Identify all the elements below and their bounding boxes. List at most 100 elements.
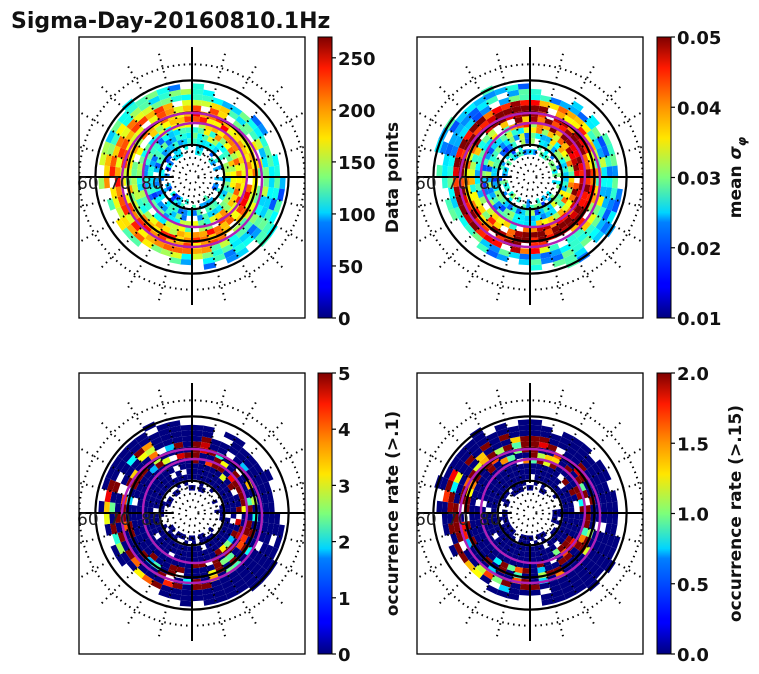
bin bbox=[103, 501, 110, 513]
bin bbox=[166, 162, 173, 169]
bin bbox=[214, 594, 228, 604]
bin bbox=[494, 525, 501, 533]
bin bbox=[599, 492, 607, 504]
bin bbox=[246, 513, 253, 521]
bin bbox=[217, 110, 228, 120]
bin bbox=[138, 525, 146, 535]
bin bbox=[225, 191, 234, 200]
bin bbox=[225, 177, 231, 183]
bin bbox=[552, 469, 561, 478]
bin bbox=[115, 135, 126, 148]
bin bbox=[526, 484, 530, 491]
bin bbox=[120, 462, 131, 475]
bin bbox=[202, 587, 214, 596]
bin bbox=[148, 473, 157, 483]
bin bbox=[547, 466, 555, 475]
bin bbox=[261, 156, 269, 168]
bin bbox=[499, 560, 509, 570]
bin bbox=[502, 107, 513, 116]
bin bbox=[444, 198, 454, 211]
bin bbox=[168, 564, 178, 572]
bin bbox=[239, 198, 249, 208]
bin bbox=[463, 102, 477, 115]
bin bbox=[469, 520, 477, 529]
bin bbox=[137, 115, 149, 127]
bin bbox=[160, 248, 172, 257]
dotted-lat-ring bbox=[184, 505, 200, 521]
bin bbox=[248, 212, 259, 225]
bin bbox=[172, 154, 179, 162]
bin bbox=[219, 105, 231, 115]
bin bbox=[230, 238, 243, 249]
bin bbox=[144, 446, 157, 457]
bin bbox=[156, 473, 165, 482]
bin bbox=[477, 540, 487, 551]
bin bbox=[568, 574, 581, 585]
bin bbox=[548, 243, 560, 252]
bin bbox=[494, 189, 501, 197]
bin bbox=[177, 532, 184, 539]
colorbar-tick-label: 0.02 bbox=[677, 239, 721, 260]
bin bbox=[161, 133, 170, 142]
bin bbox=[104, 523, 113, 536]
bin bbox=[158, 216, 168, 225]
bin bbox=[547, 551, 555, 560]
bin bbox=[219, 536, 228, 545]
bin bbox=[238, 126, 249, 137]
bin bbox=[202, 89, 215, 98]
bin bbox=[171, 246, 183, 254]
bin bbox=[522, 116, 530, 123]
bin bbox=[577, 146, 587, 156]
bin bbox=[568, 171, 575, 177]
bin bbox=[135, 198, 145, 208]
bin bbox=[571, 242, 584, 254]
bin bbox=[490, 548, 500, 557]
bin bbox=[250, 563, 262, 576]
bin bbox=[547, 443, 558, 452]
bin bbox=[180, 259, 192, 266]
bin bbox=[161, 533, 169, 541]
bin bbox=[231, 210, 241, 221]
polar-plot-area bbox=[417, 47, 643, 306]
bin bbox=[225, 171, 231, 177]
bin bbox=[105, 130, 116, 144]
bin bbox=[486, 137, 495, 147]
bin bbox=[581, 527, 589, 537]
bin bbox=[171, 582, 183, 590]
bin bbox=[130, 122, 142, 134]
bin bbox=[160, 584, 172, 593]
bin bbox=[584, 505, 591, 513]
bin bbox=[235, 115, 247, 127]
bin bbox=[511, 441, 522, 449]
bin bbox=[467, 443, 480, 455]
bin bbox=[115, 492, 123, 504]
bin bbox=[147, 507, 154, 513]
colorbar-tick-label: 100 bbox=[338, 205, 376, 226]
bin bbox=[203, 194, 210, 202]
bin bbox=[559, 189, 566, 197]
colorbar-tick-label: 5 bbox=[338, 364, 351, 385]
bin bbox=[453, 542, 464, 555]
bin bbox=[510, 154, 517, 162]
bin bbox=[541, 598, 555, 606]
bin bbox=[568, 105, 581, 116]
bin bbox=[604, 491, 613, 503]
bin bbox=[482, 569, 495, 580]
bin bbox=[112, 481, 121, 493]
bin bbox=[224, 166, 231, 173]
bin bbox=[223, 141, 232, 150]
bin bbox=[499, 469, 508, 478]
dotted-lat-ring bbox=[171, 492, 213, 534]
bin bbox=[166, 185, 173, 192]
bin bbox=[138, 436, 151, 448]
bin bbox=[145, 152, 154, 160]
bin bbox=[458, 138, 468, 150]
bin bbox=[266, 491, 275, 503]
bin bbox=[152, 469, 162, 478]
bin bbox=[444, 479, 454, 492]
bin bbox=[550, 146, 558, 154]
bin bbox=[227, 569, 240, 580]
bin bbox=[565, 233, 578, 244]
bin bbox=[450, 481, 459, 493]
bin bbox=[476, 525, 484, 535]
